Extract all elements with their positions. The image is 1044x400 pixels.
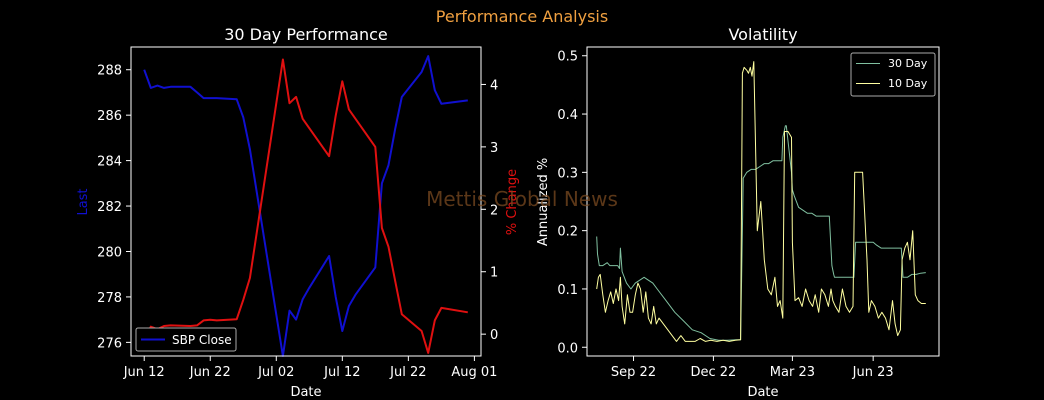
performance-right-y-tick-label: 4 [490, 78, 498, 93]
performance-left-y-tick-label: 284 [97, 155, 122, 170]
volatility-x-tick-label: Mar 23 [770, 365, 815, 380]
performance-left-y-tick-label: 280 [97, 245, 122, 260]
performance-right-y-tick-label: 2 [490, 203, 498, 218]
performance-x-tick-label: Jul 02 [257, 365, 294, 380]
performance-left-y-tick-label: 286 [97, 109, 122, 124]
performance-right-y-tick-label: 0 [490, 328, 498, 343]
performance-x-tick-label: Jul 22 [389, 365, 426, 380]
performance-plot-frame [130, 46, 482, 357]
volatility-chart: Volatility Sep 22 Dec 22 Mar 23 Jun 23 0.0 0.… [536, 25, 940, 400]
performance-left-y-tick-label: 288 [97, 64, 122, 79]
performance-left-y-tick-label: 278 [97, 291, 122, 306]
volatility-x-tick-label: Dec 22 [690, 365, 736, 380]
performance-legend: SBP Close [135, 327, 237, 352]
volatility-legend: 30 Day 10 Day [850, 52, 936, 97]
watermark: Mettis Global News [426, 187, 618, 211]
performance-right-y-tick-label: 3 [490, 141, 498, 156]
volatility-10-day-line [596, 61, 926, 342]
pct-change-line [143, 58, 468, 354]
volatility-x-tick-label: Sep 22 [611, 365, 656, 380]
legend-label-30-day: 30 Day [888, 57, 928, 70]
volatility-x-tick-label: Jun 23 [852, 365, 894, 380]
volatility-y-tick-label: 0.1 [557, 283, 578, 298]
performance-series [143, 55, 468, 357]
performance-axes: Jun 12 Jun 22 Jul 02 Jul 12 Jul 22 Aug 01 276 2… [97, 64, 498, 380]
performance-right-axis-label: % Change [505, 169, 520, 235]
performance-x-tick-label: Aug 01 [451, 365, 497, 380]
volatility-y-tick-label: 0.5 [557, 50, 578, 65]
performance-x-tick-label: Jun 22 [189, 365, 231, 380]
volatility-axes: Sep 22 Dec 22 Mar 23 Jun 23 0.0 0.1 0.2 0.3 0.4 0… [557, 50, 893, 380]
performance-left-y-tick-label: 282 [97, 200, 122, 215]
volatility-30-day-line [596, 125, 926, 341]
volatility-series [596, 61, 926, 342]
performance-left-y-tick-label: 276 [97, 336, 122, 351]
performance-x-tick-label: Jun 12 [123, 365, 165, 380]
volatility-chart-title: Volatility [728, 25, 797, 44]
performance-left-axis-label: Last [76, 188, 91, 215]
sbp-close-line [143, 55, 468, 357]
legend-label-sbp-close: SBP Close [172, 333, 232, 347]
volatility-plot-frame [586, 46, 940, 357]
performance-chart: 30 Day Performance Jun 12 Jun 22 Jul 02 Jul… [76, 25, 520, 400]
figure-title: Performance Analysis [436, 7, 608, 26]
volatility-y-tick-label: 0.0 [557, 341, 578, 356]
volatility-y-axis-label: Annualized % [536, 158, 551, 246]
performance-chart-title: 30 Day Performance [224, 25, 388, 44]
volatility-y-tick-label: 0.3 [557, 166, 578, 181]
performance-legend-box [135, 327, 237, 352]
legend-label-10-day: 10 Day [888, 77, 928, 90]
performance-right-y-tick-label: 1 [490, 266, 498, 281]
performance-x-axis-label: Date [290, 385, 321, 400]
volatility-y-tick-label: 0.2 [557, 225, 578, 240]
performance-x-tick-label: Jul 12 [323, 365, 360, 380]
volatility-y-tick-label: 0.4 [557, 108, 578, 123]
volatility-x-axis-label: Date [747, 385, 778, 400]
